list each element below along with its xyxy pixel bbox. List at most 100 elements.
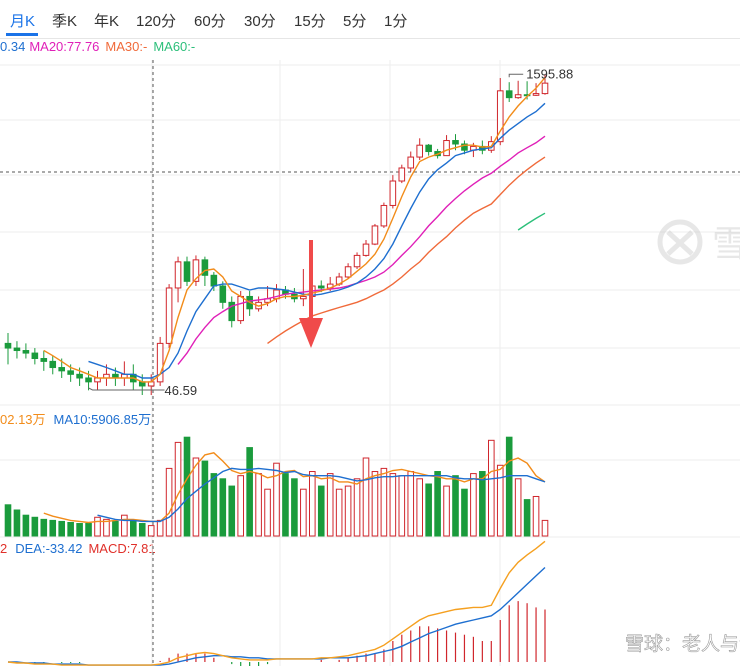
watermark-logo-text: 雪 bbox=[712, 223, 740, 264]
tab-5min[interactable]: 5分 bbox=[343, 13, 367, 30]
ma60-value: MA60:- bbox=[153, 39, 196, 54]
candle-body bbox=[192, 259, 200, 282]
macd-value: MACD:7.81 bbox=[88, 541, 156, 556]
volume-bar bbox=[434, 471, 441, 537]
volume-bar bbox=[210, 473, 218, 537]
macd-legend: 2 DEA:-33.42 MACD:7.81 bbox=[0, 541, 162, 556]
macd-dea-value: DEA:-33.42 bbox=[15, 541, 83, 556]
volume-bar bbox=[443, 485, 450, 537]
volume-bar bbox=[58, 520, 66, 537]
volume-bar bbox=[85, 523, 92, 537]
volume-bar bbox=[425, 483, 432, 537]
moving-average-lines bbox=[43, 77, 546, 383]
candle-body bbox=[344, 266, 352, 278]
volume-bar bbox=[264, 488, 271, 537]
dif-line bbox=[7, 540, 546, 666]
tab-monthly[interactable]: 月K bbox=[10, 13, 36, 30]
volume-bar bbox=[291, 478, 298, 537]
arrow-head bbox=[299, 318, 323, 348]
volume-bar bbox=[541, 519, 549, 537]
volume-bar bbox=[523, 499, 531, 537]
candle-body bbox=[362, 243, 370, 256]
candle-body bbox=[532, 93, 540, 96]
volume-bar bbox=[452, 475, 459, 537]
tab-quarterly[interactable]: 季K bbox=[52, 13, 78, 30]
low-price-label: 46.59 bbox=[165, 383, 198, 398]
period-tab-bar: 月K 季K 年K 120分 60分 30分 15分 5分 1分 bbox=[0, 0, 740, 39]
volume-bar bbox=[138, 523, 146, 537]
candle-body bbox=[165, 287, 173, 344]
high-price-leader bbox=[508, 73, 524, 78]
candle-body bbox=[228, 301, 236, 322]
volume-bar bbox=[407, 471, 415, 537]
candle-body bbox=[317, 285, 325, 289]
volume-bar bbox=[380, 467, 388, 537]
tab-120min[interactable]: 120分 bbox=[136, 13, 177, 30]
watermark: 雪 bbox=[657, 219, 740, 265]
candlestick-series bbox=[4, 74, 549, 395]
candle-body bbox=[407, 156, 415, 169]
high-price-label: 1595.88 bbox=[526, 66, 573, 81]
volume-bar bbox=[479, 471, 486, 537]
volume-ma10-line bbox=[97, 467, 546, 523]
volume-bar bbox=[309, 471, 316, 537]
macd-dif-value: 2 bbox=[0, 541, 8, 556]
volume-ma5-value: 02.13万 bbox=[0, 412, 46, 427]
candle-body bbox=[443, 140, 450, 157]
volume-ma10-value: MA10:5906.85万 bbox=[53, 412, 152, 427]
volume-bars bbox=[4, 436, 549, 537]
tab-yearly[interactable]: 年K bbox=[94, 13, 120, 30]
volume-bar bbox=[246, 447, 253, 537]
snowball-logo-icon bbox=[657, 219, 703, 265]
volume-bar bbox=[147, 525, 155, 537]
volume-bar bbox=[273, 462, 280, 537]
snowball-logo-mark bbox=[666, 230, 694, 256]
candle-body bbox=[219, 285, 227, 303]
candle-body bbox=[425, 144, 432, 153]
volume-bar bbox=[130, 520, 137, 537]
candle-body bbox=[174, 261, 182, 289]
candle-body bbox=[210, 274, 218, 287]
volume-bar bbox=[219, 478, 227, 537]
volume-bar bbox=[461, 488, 468, 537]
volume-bar bbox=[156, 519, 164, 537]
volume-bar bbox=[371, 471, 379, 537]
ma30-value: MA30:- bbox=[105, 39, 148, 54]
candle-body bbox=[380, 204, 388, 227]
volume-bar bbox=[40, 518, 48, 537]
volume-bar bbox=[121, 514, 128, 537]
candle-body bbox=[461, 143, 468, 151]
volume-bar bbox=[183, 436, 191, 537]
candle-body bbox=[156, 342, 164, 383]
volume-bar bbox=[326, 473, 334, 537]
volume-bar bbox=[389, 473, 397, 537]
candle-body bbox=[85, 377, 92, 383]
tab-60min[interactable]: 60分 bbox=[194, 13, 226, 30]
candle-body bbox=[541, 82, 549, 95]
volume-bar bbox=[67, 521, 74, 537]
active-tab-indicator bbox=[6, 33, 38, 36]
candle-body bbox=[416, 144, 423, 158]
tab-15min[interactable]: 15分 bbox=[294, 13, 326, 30]
watermark-text: 雪球：老人与海子 bbox=[625, 633, 740, 655]
candle-body bbox=[398, 167, 406, 182]
candle-body bbox=[183, 261, 191, 282]
low-price-leader bbox=[88, 387, 165, 391]
volume-bar bbox=[192, 457, 200, 537]
volume-ma5-line bbox=[43, 452, 546, 524]
macd-series bbox=[7, 540, 546, 666]
candle-body bbox=[452, 140, 459, 145]
tab-1min[interactable]: 1分 bbox=[384, 13, 408, 30]
volume-bar bbox=[4, 504, 12, 537]
volume-ma-legend: 02.13万 MA10:5906.85万 bbox=[0, 409, 157, 428]
candle-body bbox=[49, 360, 57, 369]
ma30-line bbox=[267, 156, 546, 344]
candle-body bbox=[353, 254, 361, 268]
volume-bar bbox=[505, 436, 513, 537]
candle-body bbox=[31, 352, 39, 360]
volume-bar bbox=[237, 475, 244, 537]
volume-bar bbox=[201, 460, 209, 537]
tab-30min[interactable]: 30分 bbox=[244, 13, 276, 30]
volume-bar bbox=[76, 523, 83, 537]
